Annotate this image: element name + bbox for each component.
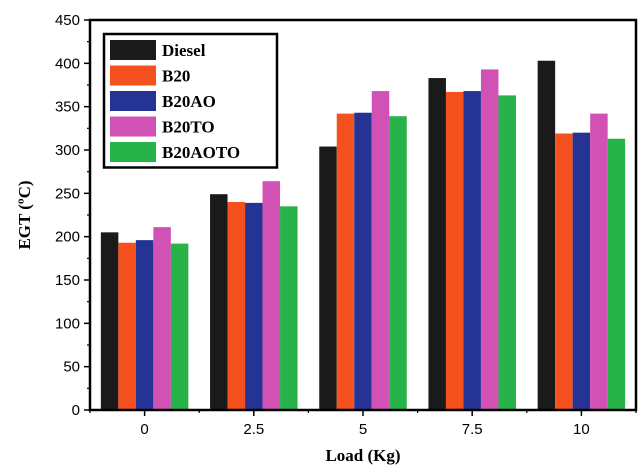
y-tick-label: 150 bbox=[55, 272, 80, 289]
bar bbox=[572, 132, 591, 410]
bar bbox=[227, 202, 246, 410]
y-axis: 0 50 100 150 200 250 300 350 400 450 bbox=[55, 12, 90, 419]
y-tick-label: 400 bbox=[55, 55, 80, 72]
bar bbox=[371, 91, 390, 411]
y-tick-label: 300 bbox=[55, 142, 80, 159]
bar bbox=[319, 146, 337, 411]
y-tick-label: 0 bbox=[72, 402, 80, 419]
bar bbox=[100, 232, 119, 410]
bar bbox=[480, 69, 499, 411]
bar bbox=[280, 206, 298, 410]
y-axis-title: EGT (ºC) bbox=[15, 180, 34, 249]
legend-label: B20AO bbox=[162, 92, 216, 111]
legend-swatch bbox=[110, 40, 156, 60]
legend: Diesel B20 B20AO B20TO B20AOTO bbox=[102, 32, 279, 169]
bar bbox=[555, 133, 573, 411]
bar bbox=[590, 113, 608, 410]
bar bbox=[170, 243, 189, 410]
legend-label: B20TO bbox=[162, 118, 215, 137]
bar bbox=[245, 202, 263, 410]
y-tick-label: 350 bbox=[55, 99, 80, 116]
x-tick-label: 0 bbox=[140, 421, 148, 438]
y-tick-label: 450 bbox=[55, 12, 80, 29]
bar bbox=[445, 91, 464, 410]
x-tick-label: 10 bbox=[573, 421, 590, 438]
bar bbox=[463, 91, 481, 411]
bar bbox=[498, 95, 516, 411]
x-axis: 0 2.5 5 7.5 10 bbox=[89, 410, 637, 438]
x-tick-label: 2.5 bbox=[243, 421, 264, 438]
y-tick-label: 50 bbox=[63, 359, 80, 376]
legend-label: B20AOTO bbox=[162, 143, 240, 162]
x-axis-title: Load (Kg) bbox=[325, 446, 400, 465]
bar bbox=[135, 240, 154, 410]
x-tick-label: 7.5 bbox=[462, 421, 483, 438]
bar bbox=[153, 227, 171, 410]
legend-label: B20 bbox=[162, 67, 190, 86]
bar bbox=[607, 138, 626, 410]
y-tick-label: 100 bbox=[55, 315, 80, 332]
legend-swatch bbox=[110, 116, 156, 137]
bar bbox=[210, 194, 228, 410]
plot-frame bbox=[88, 18, 638, 412]
y-tick-label: 200 bbox=[55, 229, 80, 246]
bar bbox=[537, 60, 556, 410]
bars-group bbox=[100, 60, 626, 411]
legend-label: Diesel bbox=[162, 41, 206, 60]
legend-swatch bbox=[110, 91, 156, 111]
bar bbox=[354, 112, 372, 410]
bar bbox=[428, 78, 446, 411]
bar bbox=[262, 181, 281, 410]
bar bbox=[389, 116, 407, 410]
legend-swatch bbox=[110, 142, 156, 162]
bar bbox=[118, 242, 136, 410]
bar bbox=[336, 113, 355, 410]
legend-swatch bbox=[110, 65, 156, 86]
y-tick-label: 250 bbox=[55, 185, 80, 202]
x-tick-label: 5 bbox=[359, 421, 367, 438]
